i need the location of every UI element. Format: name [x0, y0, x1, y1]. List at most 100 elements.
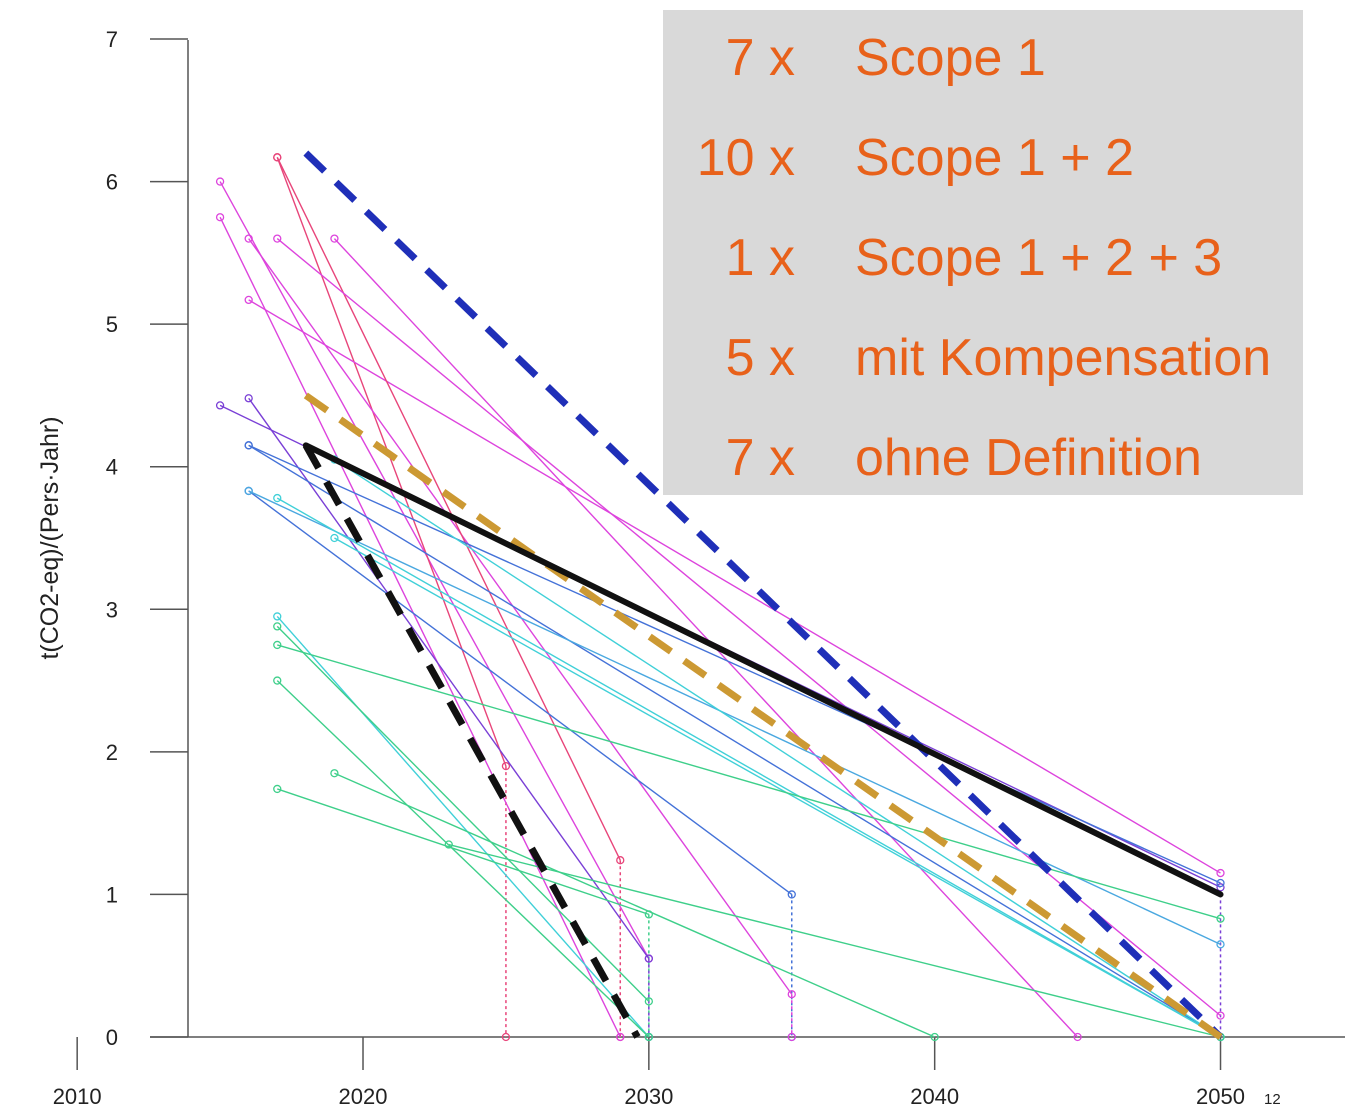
data-point — [215, 401, 225, 410]
series-line — [248, 299, 1221, 874]
x-tick-label: 2020 — [339, 1084, 388, 1109]
data-point — [330, 234, 339, 243]
series-line — [276, 680, 650, 1038]
legend-count: 5 x — [725, 329, 795, 387]
legend-row: 7 x Scope 1 — [663, 18, 1303, 118]
data-point — [215, 177, 225, 186]
legend-label: Scope 1 + 2 — [855, 129, 1134, 187]
series-line — [303, 392, 1223, 1040]
page-number: 12 — [1264, 1091, 1281, 1108]
series-line — [248, 444, 1221, 884]
x-tick-label: 2010 — [53, 1084, 102, 1109]
data-point — [273, 153, 282, 162]
y-tick-label: 7 — [106, 27, 118, 52]
data-point — [273, 784, 282, 794]
y-tick-label: 1 — [106, 882, 118, 907]
series-line — [448, 843, 1221, 1038]
y-tick-label: 6 — [106, 170, 118, 195]
series-line — [276, 157, 507, 767]
series-line — [334, 772, 935, 1038]
y-tick-label: 3 — [106, 597, 118, 622]
legend-label: Scope 1 + 2 + 3 — [855, 229, 1223, 287]
data-point — [244, 441, 253, 450]
x-tick-label: 2040 — [910, 1084, 959, 1109]
data-point — [330, 533, 339, 543]
data-point — [787, 890, 796, 899]
series-line — [302, 442, 1224, 898]
data-point — [273, 234, 282, 243]
series-line — [276, 497, 1221, 1038]
x-tick-label: 2050 — [1196, 1084, 1245, 1109]
data-point — [616, 1032, 625, 1042]
data-point — [501, 761, 511, 771]
data-point — [244, 295, 253, 305]
y-tick-label: 4 — [106, 455, 118, 480]
y-tick-label: 5 — [106, 312, 118, 337]
data-point — [1216, 914, 1225, 923]
data-point — [244, 394, 253, 403]
series-line — [248, 490, 793, 895]
series-line — [248, 397, 650, 959]
data-point — [244, 486, 253, 496]
legend-row: 1 x Scope 1 + 2 + 3 — [663, 218, 1303, 318]
series-line — [276, 625, 650, 1002]
drop-point — [501, 1032, 511, 1042]
data-point — [1216, 868, 1225, 878]
data-point — [215, 213, 225, 222]
legend-count: 10 x — [696, 129, 795, 187]
data-point — [616, 856, 625, 865]
drop-point — [787, 1032, 796, 1042]
series-line — [302, 443, 641, 1039]
data-point — [273, 676, 282, 685]
x-tick-label: 2030 — [624, 1084, 673, 1109]
data-point — [1073, 1032, 1082, 1042]
y-tick-label: 0 — [106, 1025, 118, 1050]
legend-row: 10 x Scope 1 + 2 — [663, 118, 1303, 218]
data-point — [644, 997, 653, 1006]
data-point — [644, 954, 653, 963]
series-line — [303, 150, 1223, 1040]
series-line — [276, 157, 621, 861]
legend-count: 7 x — [725, 29, 795, 87]
y-ticks: 0 1 2 3 4 5 6 7 — [106, 27, 188, 1050]
legend-label: Scope 1 — [855, 29, 1046, 87]
data-point — [273, 622, 282, 631]
data-point — [1216, 1011, 1225, 1020]
series-line — [276, 615, 650, 1038]
data-point — [330, 769, 339, 778]
x-ticks: 2010 2020 2030 2040 2050 — [53, 1037, 1245, 1109]
legend-count: 7 x — [725, 429, 795, 487]
legend-row: 7 x ohne Definition — [663, 418, 1303, 518]
series-line — [219, 216, 621, 1038]
series-line — [219, 181, 650, 959]
data-point — [273, 493, 282, 503]
data-point — [1216, 883, 1225, 892]
y-axis-title: t(CO2-eq)/(Pers·Jahr) — [36, 416, 64, 659]
series-line — [248, 490, 1221, 945]
series-line — [334, 458, 1221, 1038]
series-line — [277, 644, 1221, 920]
axes — [150, 40, 1345, 1038]
series-line — [248, 238, 793, 995]
data-point — [444, 840, 453, 849]
series-line — [333, 238, 1079, 1038]
series-line — [334, 537, 1221, 1038]
legend-count: 1 x — [725, 229, 795, 287]
data-point — [1216, 878, 1225, 888]
data-point — [644, 1032, 653, 1042]
data-point — [1216, 940, 1225, 949]
legend-label: mit Kompensation — [855, 329, 1272, 387]
series-group — [215, 150, 1225, 1042]
series-line — [248, 444, 1221, 1038]
data-point — [273, 612, 282, 621]
data-point — [787, 990, 796, 999]
legend-box: 7 x Scope 1 10 x Scope 1 + 2 1 x Scope 1 + 2 … — [663, 10, 1303, 495]
legend-label: ohne Definition — [855, 429, 1202, 487]
series-line — [277, 788, 650, 916]
data-point — [273, 640, 282, 650]
data-point — [930, 1032, 939, 1042]
y-tick-label: 2 — [106, 740, 118, 765]
data-point — [244, 234, 253, 243]
legend-row: 5 x mit Kompensation — [663, 318, 1303, 418]
